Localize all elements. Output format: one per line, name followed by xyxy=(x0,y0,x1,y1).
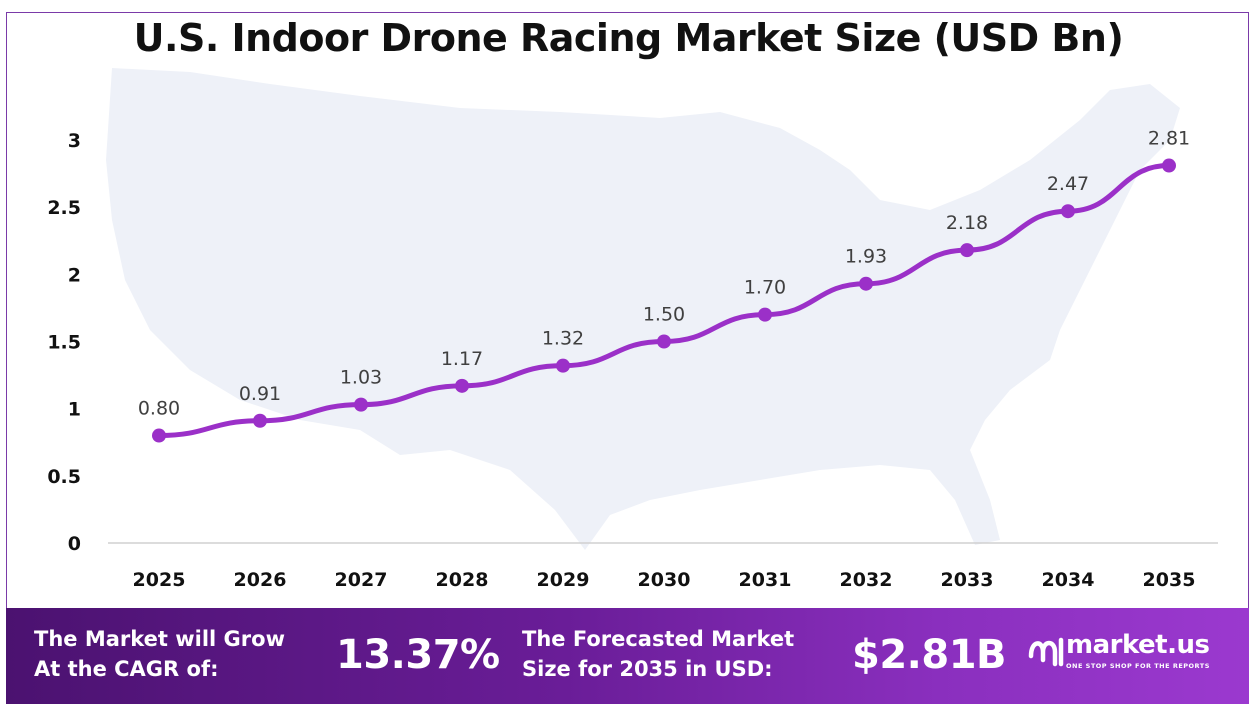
x-tick-label: 2035 xyxy=(1143,569,1196,591)
x-tick-label: 2032 xyxy=(840,569,893,591)
data-label: 1.03 xyxy=(340,367,382,389)
data-label: 2.81 xyxy=(1148,128,1190,150)
data-label: 1.32 xyxy=(542,328,584,350)
y-tick-label: 1.5 xyxy=(47,332,81,354)
data-point xyxy=(1162,158,1176,173)
brand-tagline: ONE STOP SHOP FOR THE REPORTS xyxy=(1066,662,1210,670)
cagr-label: The Market will Grow At the CAGR of: xyxy=(34,624,285,684)
x-tick-label: 2033 xyxy=(941,569,994,591)
data-point xyxy=(960,243,974,258)
data-label: 2.18 xyxy=(946,212,988,234)
forecast-label: The Forecasted Market Size for 2035 in U… xyxy=(522,624,794,684)
x-tick-label: 2029 xyxy=(537,569,590,591)
data-point xyxy=(758,307,772,322)
data-label: 0.80 xyxy=(138,398,180,420)
x-tick-label: 2034 xyxy=(1042,569,1095,591)
data-label: 1.50 xyxy=(643,304,685,326)
data-point xyxy=(152,428,166,443)
us-map-silhouette xyxy=(106,68,1180,550)
y-tick-label: 1 xyxy=(68,399,81,421)
data-label: 0.91 xyxy=(239,383,281,405)
cagr-value: 13.37% xyxy=(336,632,500,678)
y-tick-label: 2 xyxy=(68,264,81,286)
data-point xyxy=(657,334,671,349)
footer-banner: The Market will Grow At the CAGR of: 13.… xyxy=(6,608,1249,704)
x-tick-label: 2031 xyxy=(739,569,792,591)
line-chart: 0 0.5 1 1.5 2 2.5 3 2025 2026 2027 2028 2029 2030 20… xyxy=(47,68,1218,591)
forecast-label-line2: Size for 2035 in USD: xyxy=(522,657,773,681)
data-label: 1.17 xyxy=(441,348,483,370)
x-tick-label: 2025 xyxy=(133,569,186,591)
data-point xyxy=(1061,204,1075,219)
data-label: 1.70 xyxy=(744,277,786,299)
forecast-label-line1: The Forecasted Market xyxy=(522,627,795,651)
cagr-label-line1: The Market will Grow xyxy=(34,627,285,651)
data-label: 2.47 xyxy=(1047,173,1089,195)
x-tick-label: 2027 xyxy=(335,569,388,591)
forecast-value: $2.81B xyxy=(852,632,1007,678)
x-tick-label: 2026 xyxy=(234,569,287,591)
y-tick-label: 3 xyxy=(68,130,81,152)
data-label: 1.93 xyxy=(845,246,887,268)
y-tick-label: 0.5 xyxy=(47,466,81,488)
x-tick-label: 2030 xyxy=(638,569,691,591)
data-point xyxy=(354,397,368,412)
market-us-logo-icon xyxy=(1028,637,1064,667)
brand-name: market.us xyxy=(1066,630,1210,660)
data-point xyxy=(455,378,469,393)
cagr-label-line2: At the CAGR of: xyxy=(34,657,219,681)
data-point xyxy=(253,413,267,428)
y-tick-label: 0 xyxy=(68,533,81,555)
data-point xyxy=(859,276,873,291)
chart-frame xyxy=(6,12,1249,608)
chart-title: U.S. Indoor Drone Racing Market Size (US… xyxy=(133,16,1124,60)
x-tick-label: 2028 xyxy=(436,569,489,591)
y-tick-label: 2.5 xyxy=(47,197,81,219)
series-line xyxy=(156,163,1172,439)
data-point xyxy=(556,358,570,373)
